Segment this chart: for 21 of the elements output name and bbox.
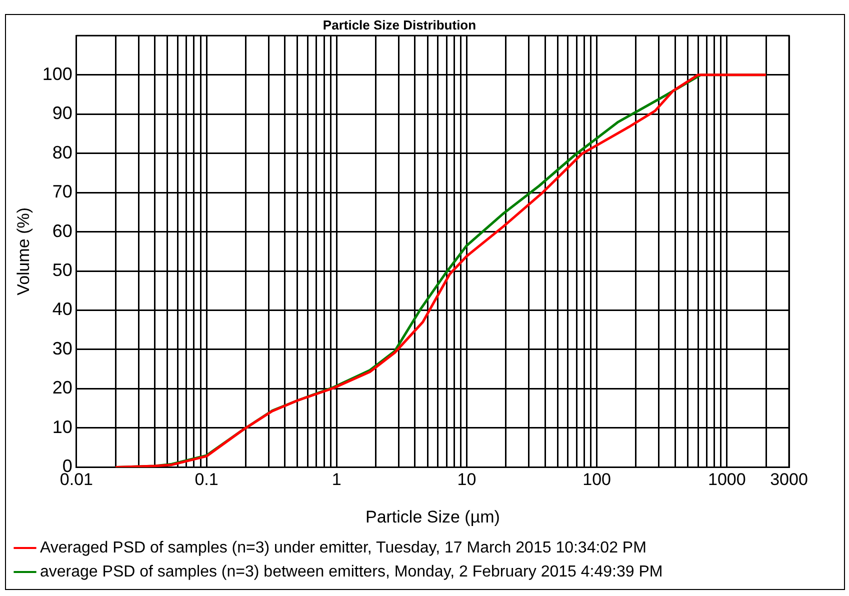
chart-title: Particle Size Distribution	[322, 17, 476, 32]
y-tick-label: 10	[52, 416, 72, 437]
x-tick-label: 1	[332, 470, 342, 490]
y-tick-label: 90	[52, 103, 72, 124]
y-tick-label: 40	[52, 299, 72, 320]
x-tick-label: 10	[457, 470, 476, 490]
legend-label: Averaged PSD of samples (n=3) under emitter, Tuesday, 17 March 2015 10:34:02 PM	[40, 539, 646, 556]
y-tick-label: 70	[52, 182, 72, 202]
x-tick-label: 100	[582, 470, 612, 490]
y-tick-label: 20	[52, 378, 72, 398]
y-tick-label: 100	[42, 64, 72, 84]
legend-label: average PSD of samples (n=3) between emitters, Monday, 2 February 2015 4:49:39 PM	[40, 563, 663, 580]
x-axis-title: Particle Size (µm)	[365, 507, 500, 526]
y-tick-label: 50	[52, 260, 72, 280]
y-tick-label: 80	[52, 142, 72, 162]
x-tick-label: 0.1	[194, 470, 218, 490]
y-tick-label: 60	[52, 220, 72, 241]
y-tick-label: 30	[52, 338, 72, 358]
x-tick-label: 1000	[708, 470, 746, 490]
x-tick-label: 3000	[770, 470, 808, 490]
y-axis-title: Volume (%)	[14, 207, 33, 296]
